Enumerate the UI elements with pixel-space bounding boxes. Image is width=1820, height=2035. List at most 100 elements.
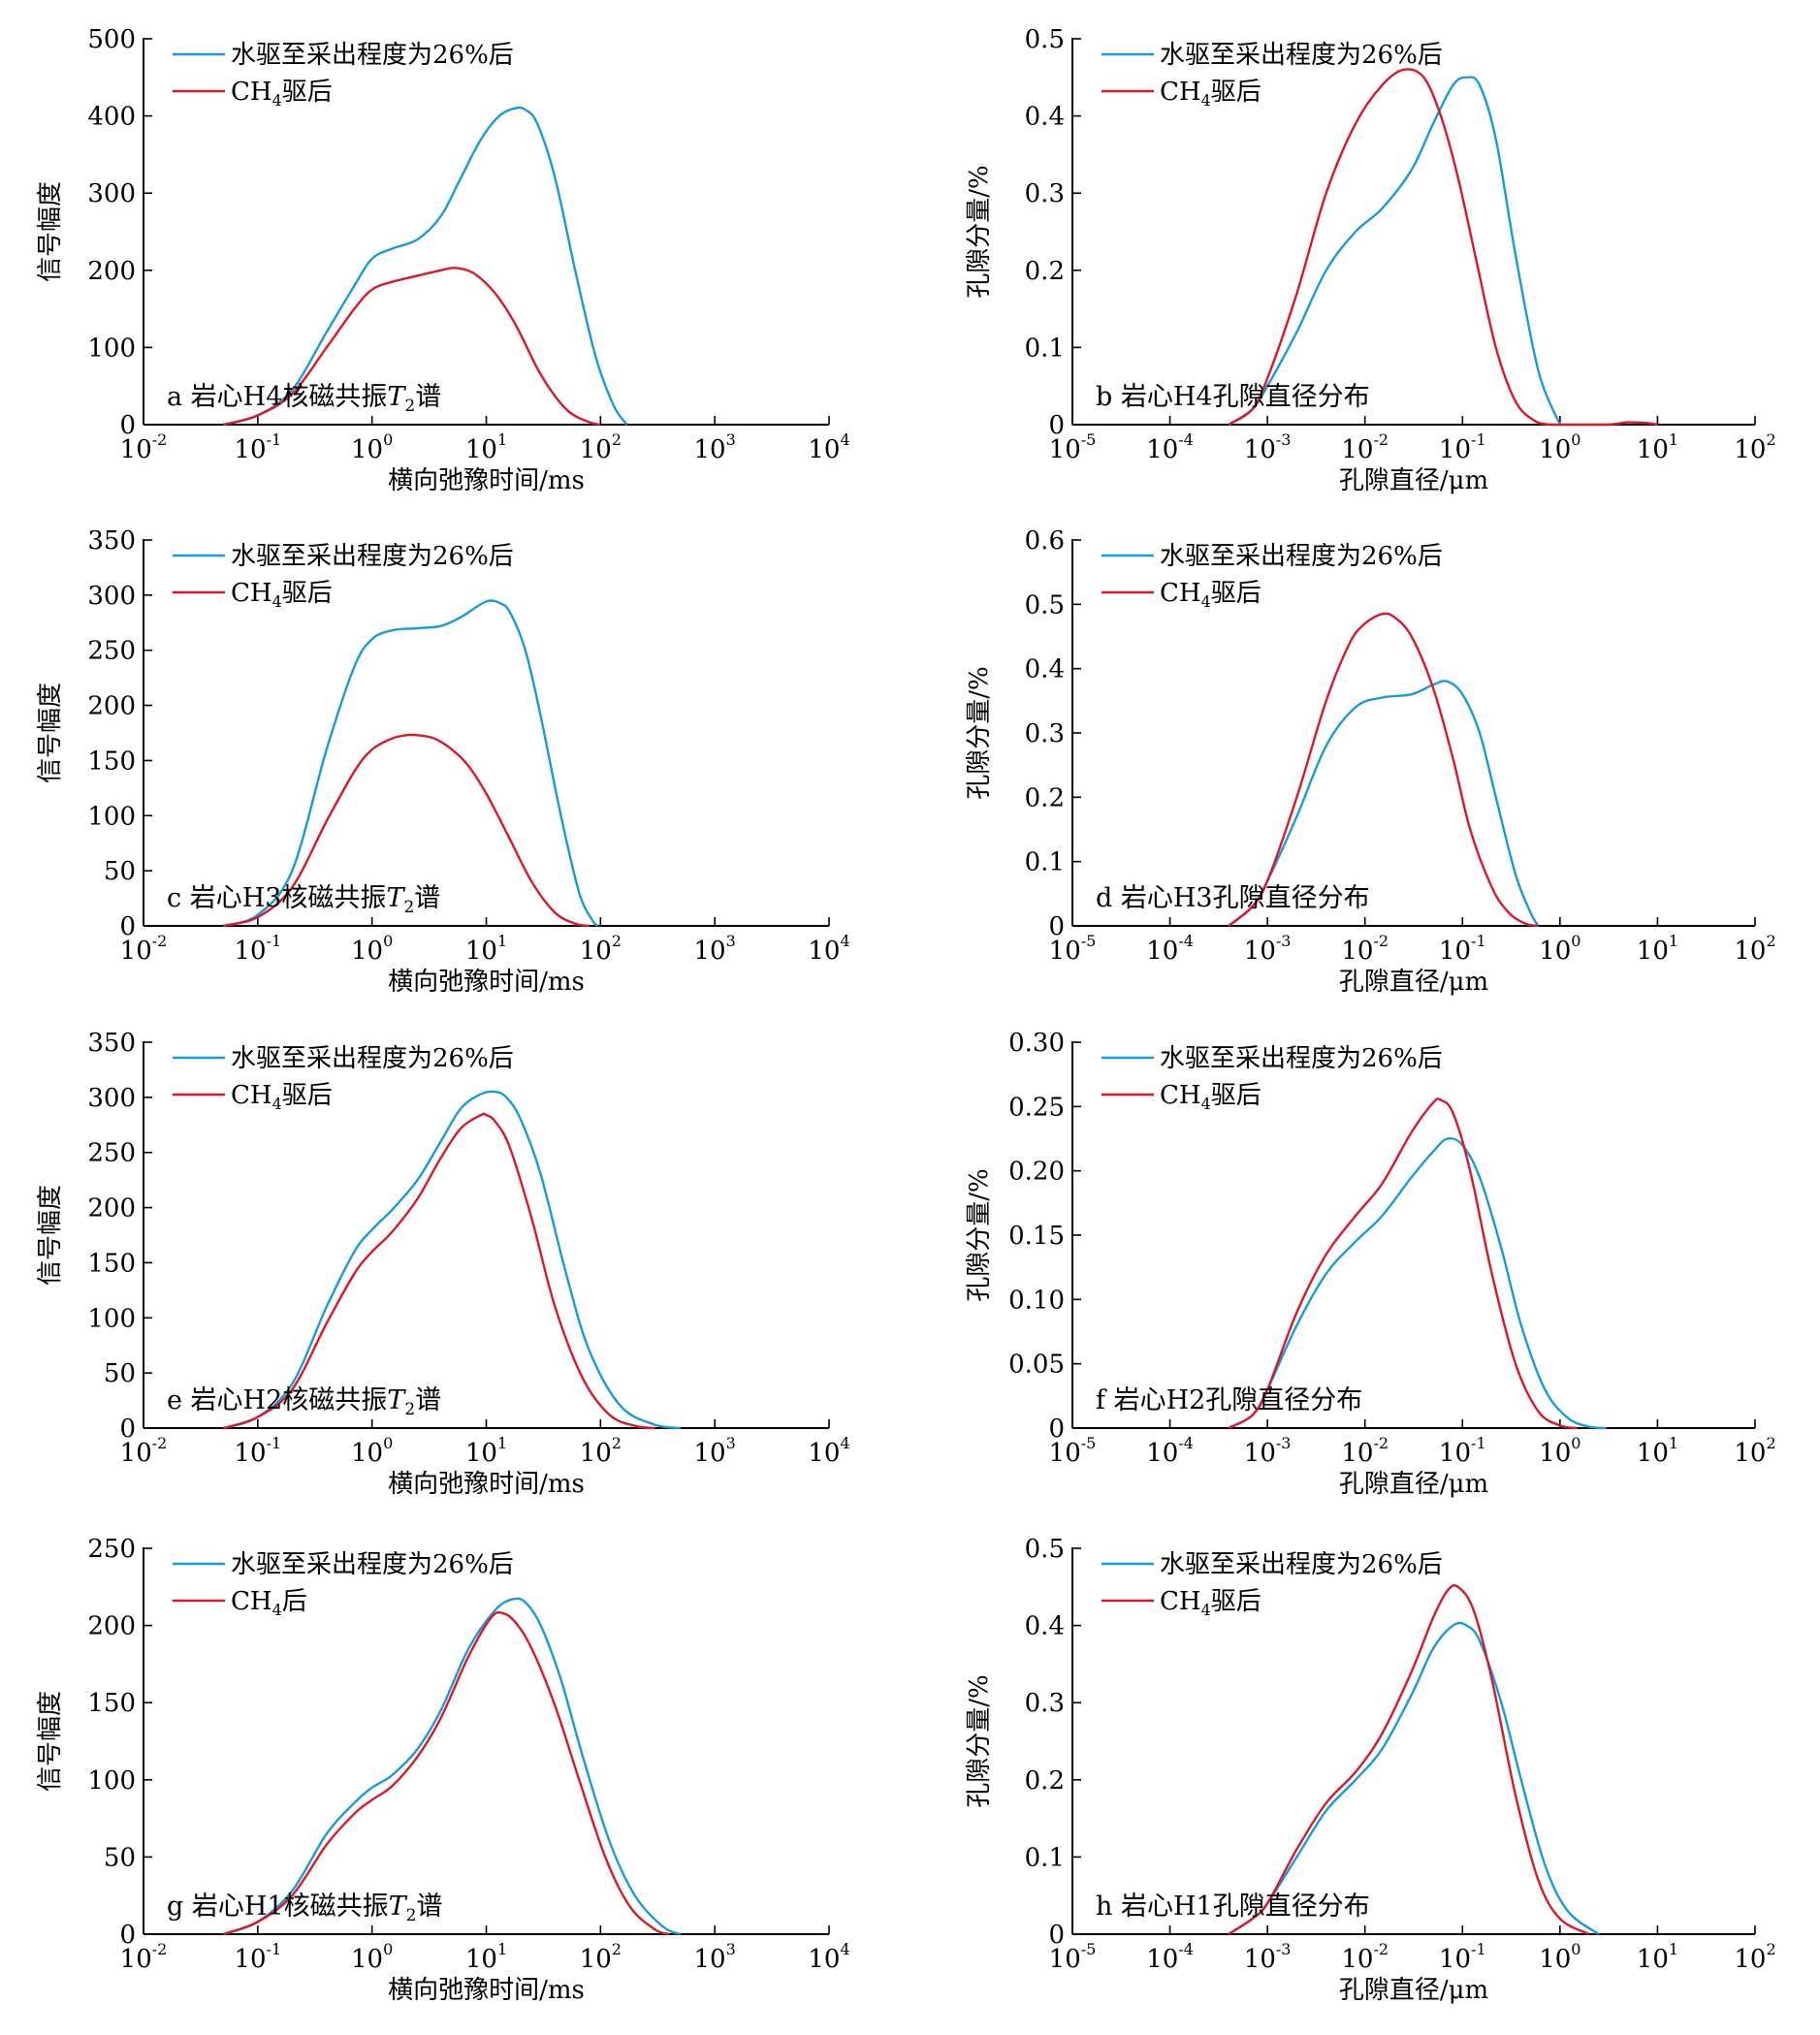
y-tick-label: 0.5 <box>1025 1535 1065 1564</box>
x-tick-label: 10-3 <box>1244 430 1292 464</box>
series-line-water <box>223 106 628 427</box>
x-axis-label: 孔隙直径/μm <box>1339 1470 1488 1499</box>
x-tick-label: 10-5 <box>1049 932 1097 966</box>
series-line-water <box>1228 1136 1607 1430</box>
x-tick-label: 104 <box>808 932 849 966</box>
y-tick-label: 300 <box>87 179 136 208</box>
series-line-ch4 <box>1228 1584 1590 1936</box>
x-tick-label: 10-3 <box>1244 1434 1292 1468</box>
x-tick-label: 104 <box>808 430 849 464</box>
x-tick-label: 10-2 <box>120 1940 168 1974</box>
y-tick-label: 0 <box>1048 411 1065 440</box>
panel-label: f 岩心H2孔隙直径分布 <box>1096 1385 1362 1415</box>
y-tick-label: 300 <box>87 1084 136 1113</box>
y-tick-label: 200 <box>87 1612 136 1641</box>
x-tick-label: 10-1 <box>1439 1940 1486 1974</box>
series-line-ch4 <box>1228 68 1658 427</box>
x-tick-label: 102 <box>580 1940 622 1974</box>
x-tick-label: 103 <box>694 1434 736 1468</box>
x-tick-label: 104 <box>808 1940 849 1974</box>
y-axis-label: 信号幅度 <box>36 683 65 783</box>
legend-label: CH4驱后 <box>1160 78 1261 110</box>
y-tick-label: 0.2 <box>1025 1766 1065 1796</box>
series-line-water <box>1228 76 1562 427</box>
legend-label: 水驱至采出程度为26%后 <box>231 41 514 70</box>
chart-c: 0 50 100 150 200 250 300 350 10-2 10-1 100 101 102 10… <box>36 526 850 997</box>
y-tick-label: 0 <box>119 1415 136 1444</box>
x-axis-label: 孔隙直径/μm <box>1339 968 1488 997</box>
series-line-water <box>1228 680 1540 927</box>
x-tick-label: 10-2 <box>1341 430 1389 464</box>
x-tick-label: 10-1 <box>234 430 281 464</box>
panel-label: d 岩心H3孔隙直径分布 <box>1096 883 1370 913</box>
x-tick-label: 10-2 <box>120 430 168 464</box>
y-tick-label: 0.6 <box>1025 526 1065 556</box>
y-tick-label: 0.1 <box>1025 848 1065 877</box>
y-axis-label: 信号幅度 <box>36 1691 65 1792</box>
x-tick-label: 100 <box>1539 932 1581 966</box>
x-tick-label: 100 <box>351 430 393 464</box>
x-tick-label: 10-3 <box>1244 932 1292 966</box>
x-axis-label: 孔隙直径/μm <box>1339 466 1488 495</box>
x-tick-label: 102 <box>1734 1434 1775 1468</box>
x-tick-label: 101 <box>1637 932 1678 966</box>
x-tick-label: 102 <box>1734 430 1775 464</box>
x-tick-label: 101 <box>1637 1434 1678 1468</box>
y-axis-label: 信号幅度 <box>36 181 65 282</box>
y-tick-label: 500 <box>87 25 136 54</box>
y-tick-label: 0.15 <box>1008 1222 1065 1251</box>
y-axis-label: 孔隙分量/% <box>965 666 994 799</box>
y-tick-label: 0.4 <box>1025 655 1065 684</box>
y-tick-label: 0.30 <box>1008 1029 1065 1058</box>
x-tick-label: 10-5 <box>1049 1434 1097 1468</box>
y-tick-label: 150 <box>87 1689 136 1718</box>
y-tick-label: 0 <box>119 912 136 941</box>
legend-label: CH4驱后 <box>1160 1587 1261 1619</box>
y-tick-label: 0.2 <box>1025 783 1065 812</box>
x-tick-label: 100 <box>1539 430 1581 464</box>
series-line-ch4 <box>223 267 601 427</box>
panel-label: b 岩心H4孔隙直径分布 <box>1096 382 1370 412</box>
x-tick-label: 10-1 <box>234 932 281 966</box>
y-tick-label: 350 <box>87 1029 136 1058</box>
x-tick-label: 10-3 <box>1244 1940 1292 1974</box>
x-axis-label: 横向弛豫时间/ms <box>388 968 585 997</box>
x-tick-label: 101 <box>465 1940 507 1974</box>
series-line-ch4 <box>223 1112 655 1430</box>
y-tick-label: 50 <box>104 1843 136 1872</box>
legend-label: CH4驱后 <box>1160 1081 1261 1113</box>
x-tick-label: 102 <box>580 1434 622 1468</box>
series-line-ch4 <box>1228 1097 1578 1430</box>
legend-label: 水驱至采出程度为26%后 <box>231 542 514 571</box>
legend-label: CH4驱后 <box>231 579 333 611</box>
y-axis-label: 孔隙分量/% <box>965 1168 994 1301</box>
x-tick-label: 103 <box>694 1940 736 1974</box>
x-tick-label: 104 <box>808 1434 849 1468</box>
x-tick-label: 101 <box>1637 430 1678 464</box>
y-tick-label: 0.10 <box>1008 1286 1065 1315</box>
y-tick-label: 0 <box>119 1921 136 1950</box>
y-tick-label: 200 <box>87 1194 136 1224</box>
y-tick-label: 250 <box>87 637 136 666</box>
chart-g: 0 50 100 150 200 250 10-2 10-1 100 101 102 103 104 横向… <box>36 1535 850 2005</box>
legend-label: 水驱至采出程度为26%后 <box>1160 1550 1443 1579</box>
y-tick-label: 0.20 <box>1008 1158 1065 1187</box>
x-tick-label: 10-4 <box>1146 1940 1194 1974</box>
y-tick-label: 100 <box>87 802 136 831</box>
x-tick-label: 101 <box>465 430 507 464</box>
legend-label: 水驱至采出程度为26%后 <box>1160 542 1443 571</box>
x-tick-label: 10-1 <box>1439 932 1486 966</box>
legend-label: CH4驱后 <box>231 1081 333 1113</box>
y-tick-label: 0.4 <box>1025 103 1065 132</box>
y-tick-label: 0.3 <box>1025 179 1065 208</box>
y-tick-label: 250 <box>87 1139 136 1168</box>
x-axis-label: 横向弛豫时间/ms <box>388 1976 585 2005</box>
x-tick-label: 101 <box>1637 1940 1678 1974</box>
x-tick-label: 10-4 <box>1146 1434 1194 1468</box>
x-tick-label: 10-5 <box>1049 1940 1097 1974</box>
x-tick-label: 10-2 <box>1341 1940 1389 1974</box>
y-tick-label: 150 <box>87 1249 136 1278</box>
chart-f: 0 0.05 0.10 0.15 0.20 0.25 0.30 10-5 10-4 10-3 10-… <box>965 1029 1776 1499</box>
y-tick-label: 300 <box>87 582 136 611</box>
